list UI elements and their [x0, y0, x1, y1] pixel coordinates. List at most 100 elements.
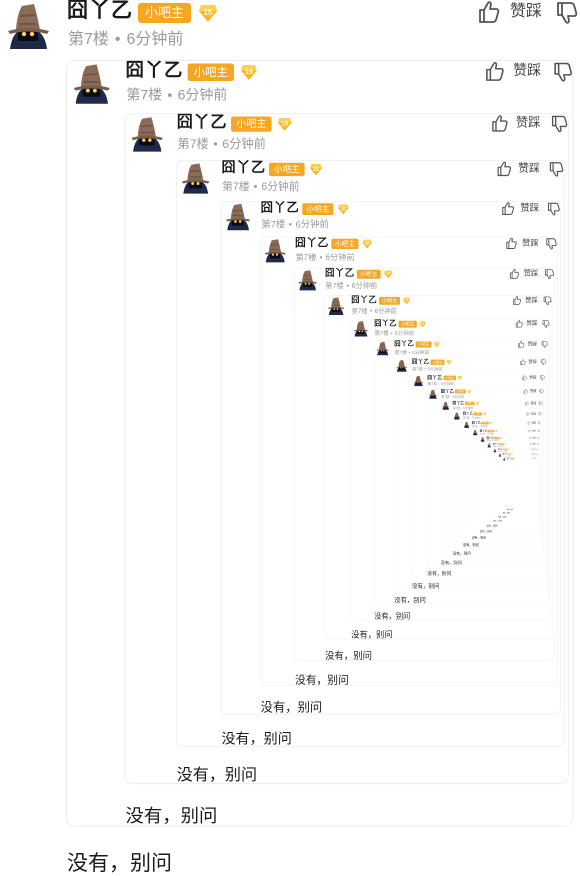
thumbs-down-icon[interactable]	[537, 429, 540, 433]
username[interactable]: 囧丫乙	[394, 340, 415, 348]
username[interactable]: 囧丫乙	[125, 60, 184, 81]
avatar-wizard-icon[interactable]	[263, 237, 288, 263]
username[interactable]: 囧丫乙	[492, 442, 499, 445]
username[interactable]: 囧丫乙	[462, 411, 474, 416]
thumbs-down-icon[interactable]	[537, 421, 541, 425]
username[interactable]: 囧丫乙	[67, 0, 133, 22]
thumbs-down-icon[interactable]	[540, 359, 547, 366]
avatar-wizard-icon[interactable]	[472, 429, 478, 436]
username[interactable]: 囧丫乙	[324, 267, 355, 279]
avatar-wizard-icon[interactable]	[498, 453, 502, 457]
thumbs-down-icon[interactable]	[544, 269, 554, 280]
username[interactable]: 囧丫乙	[502, 453, 508, 455]
username[interactable]: 囧丫乙	[452, 400, 465, 406]
avatar-wizard-icon[interactable]	[487, 443, 492, 448]
username[interactable]: 囧丫乙	[176, 113, 228, 131]
thumbs-up-icon[interactable]	[525, 401, 529, 406]
like-dislike-label[interactable]: 赞踩	[531, 412, 537, 415]
like-dislike-label[interactable]: 赞踩	[530, 401, 537, 405]
thumbs-up-icon[interactable]	[526, 412, 530, 416]
thumbs-up-icon[interactable]	[531, 453, 533, 455]
thumbs-up-icon[interactable]	[478, 0, 500, 24]
avatar-wizard-icon[interactable]	[493, 448, 497, 453]
thumbs-down-icon[interactable]	[546, 238, 557, 250]
thumbs-up-icon[interactable]	[513, 296, 522, 305]
like-dislike-label[interactable]: 赞踩	[515, 116, 541, 130]
thumbs-up-icon[interactable]	[491, 114, 508, 132]
thumbs-down-icon[interactable]	[549, 161, 564, 177]
avatar-wizard-icon[interactable]	[428, 389, 438, 399]
thumbs-down-icon[interactable]	[537, 436, 540, 440]
thumbs-down-icon[interactable]	[541, 341, 548, 348]
thumbs-up-icon[interactable]	[527, 421, 531, 425]
like-dislike-label[interactable]: 赞踩	[532, 436, 536, 439]
thumbs-up-icon[interactable]	[502, 202, 515, 216]
thumbs-up-icon[interactable]	[529, 436, 532, 440]
thumbs-up-icon[interactable]	[528, 429, 531, 433]
like-dislike-label[interactable]: 赞踩	[526, 320, 538, 327]
avatar-wizard-icon[interactable]	[375, 341, 389, 356]
avatar-wizard-icon[interactable]	[453, 412, 461, 420]
username[interactable]: 囧丫乙	[486, 436, 494, 439]
thumbs-up-icon[interactable]	[497, 161, 512, 177]
avatar-wizard-icon[interactable]	[503, 457, 506, 461]
thumbs-down-icon[interactable]	[536, 448, 539, 451]
like-dislike-label[interactable]: 赞踩	[522, 238, 539, 248]
avatar-wizard-icon[interactable]	[395, 359, 408, 372]
like-dislike-label[interactable]: 赞踩	[532, 429, 536, 432]
avatar-wizard-icon[interactable]	[413, 375, 424, 387]
like-dislike-label[interactable]: 赞踩	[523, 269, 539, 278]
like-dislike-label[interactable]: 赞踩	[532, 443, 536, 445]
thumbs-up-icon[interactable]	[485, 61, 504, 82]
thumbs-up-icon[interactable]	[515, 320, 523, 328]
username[interactable]: 囧丫乙	[374, 319, 397, 328]
like-dislike-label[interactable]: 赞踩	[520, 203, 540, 214]
thumbs-down-icon[interactable]	[540, 375, 545, 381]
thumbs-up-icon[interactable]	[518, 340, 525, 348]
username[interactable]: 囧丫乙	[427, 374, 443, 380]
username[interactable]: 囧丫乙	[294, 236, 329, 249]
thumbs-down-icon[interactable]	[556, 1, 578, 25]
like-dislike-label[interactable]: 赞踩	[529, 389, 537, 393]
thumbs-down-icon[interactable]	[536, 457, 538, 459]
thumbs-down-icon[interactable]	[539, 389, 544, 394]
avatar-wizard-icon[interactable]	[463, 421, 470, 428]
thumbs-down-icon[interactable]	[543, 296, 552, 306]
like-dislike-label[interactable]: 赞踩	[531, 421, 536, 424]
like-dislike-label[interactable]: 赞踩	[533, 448, 536, 451]
thumbs-up-icon[interactable]	[509, 268, 519, 279]
thumbs-up-icon[interactable]	[506, 237, 517, 249]
thumbs-down-icon[interactable]	[536, 443, 539, 446]
thumbs-up-icon[interactable]	[531, 457, 533, 459]
username[interactable]: 囧丫乙	[440, 388, 455, 394]
avatar-wizard-icon[interactable]	[70, 61, 112, 105]
username[interactable]: 囧丫乙	[479, 429, 488, 433]
thumbs-up-icon[interactable]	[522, 375, 527, 381]
avatar-wizard-icon[interactable]	[128, 114, 165, 152]
thumbs-up-icon[interactable]	[523, 389, 528, 394]
avatar-wizard-icon[interactable]	[179, 161, 211, 194]
thumbs-down-icon[interactable]	[551, 115, 568, 133]
avatar-wizard-icon[interactable]	[480, 437, 485, 442]
thumbs-down-icon[interactable]	[536, 453, 538, 455]
like-dislike-label[interactable]: 赞踩	[533, 457, 536, 459]
like-dislike-label[interactable]: 赞踩	[529, 375, 537, 380]
username[interactable]: 囧丫乙	[351, 295, 378, 305]
avatar-wizard-icon[interactable]	[4, 0, 52, 50]
like-dislike-label[interactable]: 赞踩	[527, 341, 538, 347]
avatar-wizard-icon[interactable]	[441, 401, 450, 410]
username[interactable]: 囧丫乙	[411, 358, 430, 365]
avatar-wizard-icon[interactable]	[297, 268, 319, 291]
thumbs-up-icon[interactable]	[530, 448, 533, 451]
avatar-wizard-icon[interactable]	[353, 320, 369, 337]
username[interactable]: 囧丫乙	[471, 421, 481, 425]
thumbs-down-icon[interactable]	[542, 320, 550, 328]
avatar-wizard-icon[interactable]	[224, 202, 252, 231]
like-dislike-label[interactable]: 赞踩	[518, 162, 540, 175]
like-dislike-label[interactable]: 赞踩	[510, 3, 543, 20]
thumbs-up-icon[interactable]	[529, 443, 532, 446]
thumbs-down-icon[interactable]	[553, 62, 572, 83]
thumbs-down-icon[interactable]	[538, 401, 543, 406]
avatar-wizard-icon[interactable]	[326, 296, 345, 316]
thumbs-down-icon[interactable]	[547, 202, 560, 216]
